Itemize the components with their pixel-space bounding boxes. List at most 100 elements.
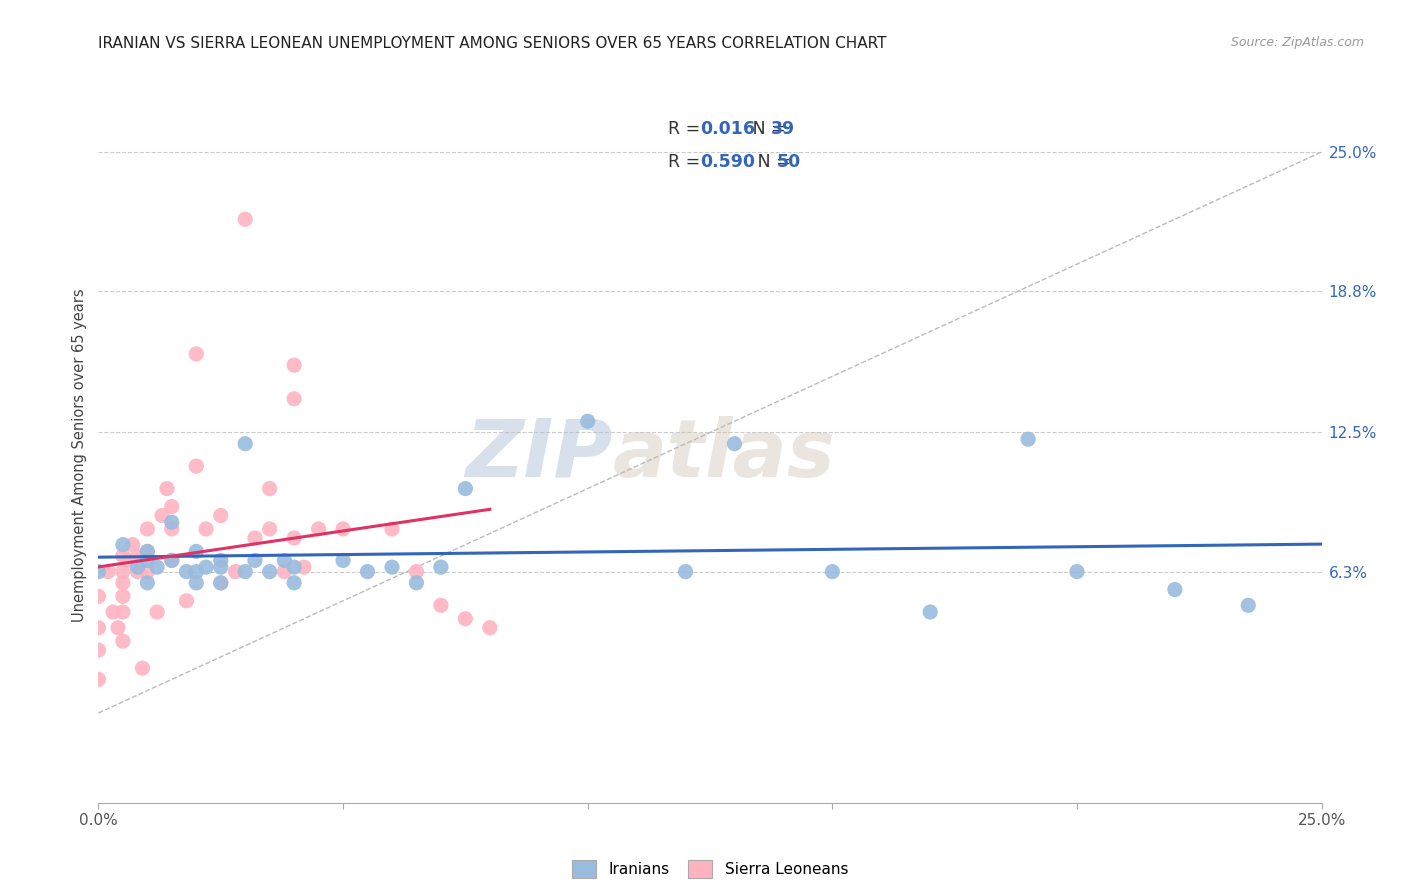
Y-axis label: Unemployment Among Seniors over 65 years: Unemployment Among Seniors over 65 years: [72, 288, 87, 622]
Point: [156, 482, 179, 496]
Point: [136, 575, 159, 590]
Point: [107, 621, 129, 635]
Point: [111, 634, 134, 648]
Point: [283, 560, 305, 574]
Point: [146, 560, 169, 574]
Point: [111, 590, 134, 604]
Point: [146, 605, 169, 619]
Point: [136, 565, 159, 579]
Point: [111, 549, 134, 563]
Point: [150, 508, 173, 523]
Point: [176, 565, 198, 579]
Text: 0.590: 0.590: [700, 153, 755, 171]
Point: [186, 347, 208, 361]
Point: [675, 565, 697, 579]
Point: [209, 508, 232, 523]
Legend: Iranians, Sierra Leoneans: Iranians, Sierra Leoneans: [564, 853, 856, 886]
Point: [127, 549, 149, 563]
Point: [186, 565, 208, 579]
Point: [430, 560, 453, 574]
Point: [97, 565, 120, 579]
Point: [111, 538, 134, 552]
Point: [243, 553, 266, 567]
Point: [259, 565, 281, 579]
Point: [332, 522, 354, 536]
Point: [243, 531, 266, 545]
Point: [723, 436, 745, 450]
Point: [87, 590, 110, 604]
Point: [87, 643, 110, 657]
Point: [332, 553, 354, 567]
Point: [1017, 432, 1039, 446]
Point: [356, 565, 378, 579]
Point: [283, 358, 305, 372]
Point: [259, 482, 281, 496]
Point: [87, 565, 110, 579]
Text: ZIP: ZIP: [465, 416, 612, 494]
Text: IRANIAN VS SIERRA LEONEAN UNEMPLOYMENT AMONG SENIORS OVER 65 YEARS CORRELATION C: IRANIAN VS SIERRA LEONEAN UNEMPLOYMENT A…: [98, 36, 887, 51]
Point: [160, 553, 183, 567]
Point: [121, 538, 143, 552]
Point: [405, 565, 427, 579]
Point: [273, 553, 295, 567]
Text: R =: R =: [668, 120, 706, 138]
Point: [259, 522, 281, 536]
Point: [111, 575, 134, 590]
Point: [87, 621, 110, 635]
Point: [233, 212, 256, 227]
Point: [381, 522, 404, 536]
Point: [195, 560, 218, 574]
Point: [136, 553, 159, 567]
Point: [920, 605, 942, 619]
Point: [405, 575, 427, 590]
Point: [283, 392, 305, 406]
Text: atlas: atlas: [612, 416, 835, 494]
Text: N =: N =: [735, 120, 792, 138]
Point: [127, 560, 149, 574]
Point: [160, 522, 183, 536]
Point: [131, 661, 153, 675]
Point: [160, 515, 183, 529]
Point: [576, 414, 599, 428]
Point: [127, 565, 149, 579]
Point: [87, 673, 110, 687]
Text: 39: 39: [770, 120, 794, 138]
Point: [1066, 565, 1088, 579]
Point: [209, 575, 232, 590]
Point: [821, 565, 844, 579]
Text: 0.016: 0.016: [700, 120, 755, 138]
Point: [111, 565, 134, 579]
Point: [1164, 582, 1187, 597]
Point: [195, 522, 218, 536]
Point: [233, 436, 256, 450]
Point: [186, 544, 208, 558]
Point: [136, 522, 159, 536]
Text: R =: R =: [668, 153, 706, 171]
Point: [176, 594, 198, 608]
Point: [430, 599, 453, 613]
Point: [101, 605, 124, 619]
Point: [233, 565, 256, 579]
Point: [308, 522, 330, 536]
Point: [136, 544, 159, 558]
Text: N =: N =: [741, 153, 797, 171]
Point: [454, 482, 477, 496]
Text: 50: 50: [776, 153, 800, 171]
Point: [136, 544, 159, 558]
Point: [273, 565, 295, 579]
Point: [186, 459, 208, 474]
Text: Source: ZipAtlas.com: Source: ZipAtlas.com: [1230, 36, 1364, 49]
Point: [478, 621, 501, 635]
Point: [381, 560, 404, 574]
Point: [1237, 599, 1260, 613]
Point: [117, 553, 139, 567]
Point: [111, 605, 134, 619]
Point: [283, 531, 305, 545]
Point: [209, 560, 232, 574]
Point: [209, 575, 232, 590]
Point: [209, 553, 232, 567]
Point: [283, 575, 305, 590]
Point: [160, 553, 183, 567]
Point: [186, 575, 208, 590]
Point: [454, 612, 477, 626]
